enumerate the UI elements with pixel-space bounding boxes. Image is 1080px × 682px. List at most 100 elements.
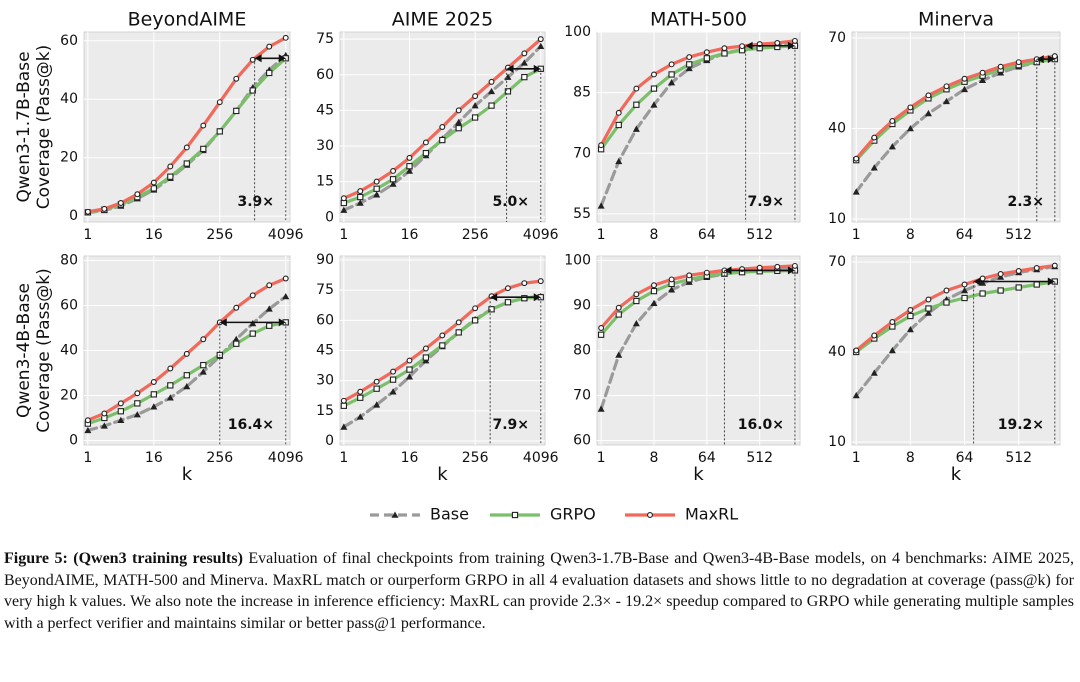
marker — [84, 208, 91, 215]
x-tick-label: 1 — [597, 450, 606, 466]
marker — [651, 71, 657, 78]
x-tick-label: 64 — [956, 227, 974, 243]
marker — [357, 193, 364, 201]
speedup-label: 2.3× — [1007, 194, 1044, 210]
marker — [488, 306, 495, 313]
marker — [924, 309, 932, 316]
marker — [134, 400, 141, 407]
x-tick-label: 4096 — [268, 450, 304, 466]
y-tick-label: 45 — [316, 102, 334, 118]
marker — [668, 71, 675, 78]
x-tick-label: 512 — [1005, 450, 1032, 466]
marker — [686, 61, 693, 68]
y-tick-label: 20 — [60, 150, 78, 166]
arrow-head — [745, 41, 753, 50]
marker — [598, 142, 605, 149]
x-axis-label: k — [951, 464, 962, 485]
y-tick-label: 0 — [69, 433, 78, 449]
marker — [282, 34, 289, 41]
marker — [961, 281, 968, 288]
y-tick-label: 80 — [573, 343, 591, 359]
marker — [703, 49, 710, 56]
marker — [199, 368, 207, 375]
marker — [504, 299, 512, 306]
marker — [117, 408, 124, 415]
marker — [633, 291, 640, 298]
marker — [439, 136, 446, 144]
marker — [200, 145, 207, 153]
marker — [598, 325, 605, 331]
marker — [925, 296, 932, 303]
marker — [650, 287, 658, 295]
marker — [633, 85, 640, 92]
marker — [871, 332, 878, 339]
marker — [134, 390, 141, 397]
speedup-label: 5.0× — [492, 194, 529, 210]
marker — [650, 101, 658, 108]
x-tick-label: 64 — [956, 450, 974, 466]
x-tick-label: 64 — [698, 450, 716, 466]
marker — [373, 185, 380, 192]
marker — [183, 350, 190, 357]
marker — [389, 180, 397, 187]
marker — [422, 345, 429, 352]
marker — [853, 347, 860, 354]
marker — [117, 416, 125, 424]
arrow-head — [1036, 55, 1044, 64]
marker — [266, 43, 273, 50]
marker — [167, 382, 174, 389]
marker — [1015, 59, 1022, 66]
marker — [979, 279, 987, 286]
marker — [134, 191, 141, 198]
marker — [167, 173, 174, 180]
x-tick-label: 16 — [401, 450, 419, 466]
marker — [117, 200, 124, 206]
marker — [422, 139, 429, 146]
legend-label: Base — [430, 505, 469, 524]
y-tick-label: 15 — [316, 403, 334, 419]
series-line — [599, 267, 797, 411]
x-tick-label: 256 — [206, 450, 233, 466]
marker — [906, 326, 914, 333]
series-line — [854, 54, 1057, 161]
x-tick-label: 64 — [698, 227, 716, 243]
y-tick-label: 0 — [325, 209, 334, 225]
marker — [889, 118, 896, 124]
x-tick-label: 1 — [83, 227, 92, 243]
arrow-head — [973, 277, 981, 286]
chart-title: BeyondAIME — [128, 9, 247, 31]
marker — [282, 275, 289, 282]
marker — [340, 423, 348, 430]
marker — [472, 93, 479, 100]
marker — [504, 285, 511, 292]
y-tick-label: 70 — [573, 388, 591, 404]
y-tick-label: 70 — [828, 254, 846, 270]
x-tick-label: 1 — [83, 450, 92, 466]
marker — [356, 199, 364, 206]
marker — [233, 107, 240, 115]
marker — [650, 299, 658, 307]
legend-label: GRPO — [550, 505, 596, 524]
marker — [651, 282, 657, 289]
x-tick-label: 16 — [145, 450, 163, 466]
marker — [685, 64, 693, 72]
marker — [703, 269, 710, 276]
speedup-label: 7.9× — [492, 417, 529, 433]
figure: 0 20 40 60 1 16 256 4096 BeyondAIME Qwen3-1.7B-Ba… — [14, 9, 1061, 524]
marker — [356, 413, 364, 420]
marker — [668, 276, 675, 283]
arrow-head — [1047, 55, 1055, 64]
marker — [1033, 281, 1040, 288]
marker — [183, 160, 190, 167]
marker — [615, 351, 623, 358]
marker — [871, 134, 878, 141]
y-tick-label: 0 — [325, 433, 334, 449]
x-axis-label: k — [693, 464, 704, 485]
marker — [472, 305, 479, 312]
marker — [979, 290, 986, 297]
marker — [249, 87, 256, 94]
series-line — [854, 264, 1057, 353]
marker — [200, 361, 207, 369]
y-axis-label: Coverage (Pass@k) — [34, 45, 54, 210]
marker — [686, 54, 693, 61]
